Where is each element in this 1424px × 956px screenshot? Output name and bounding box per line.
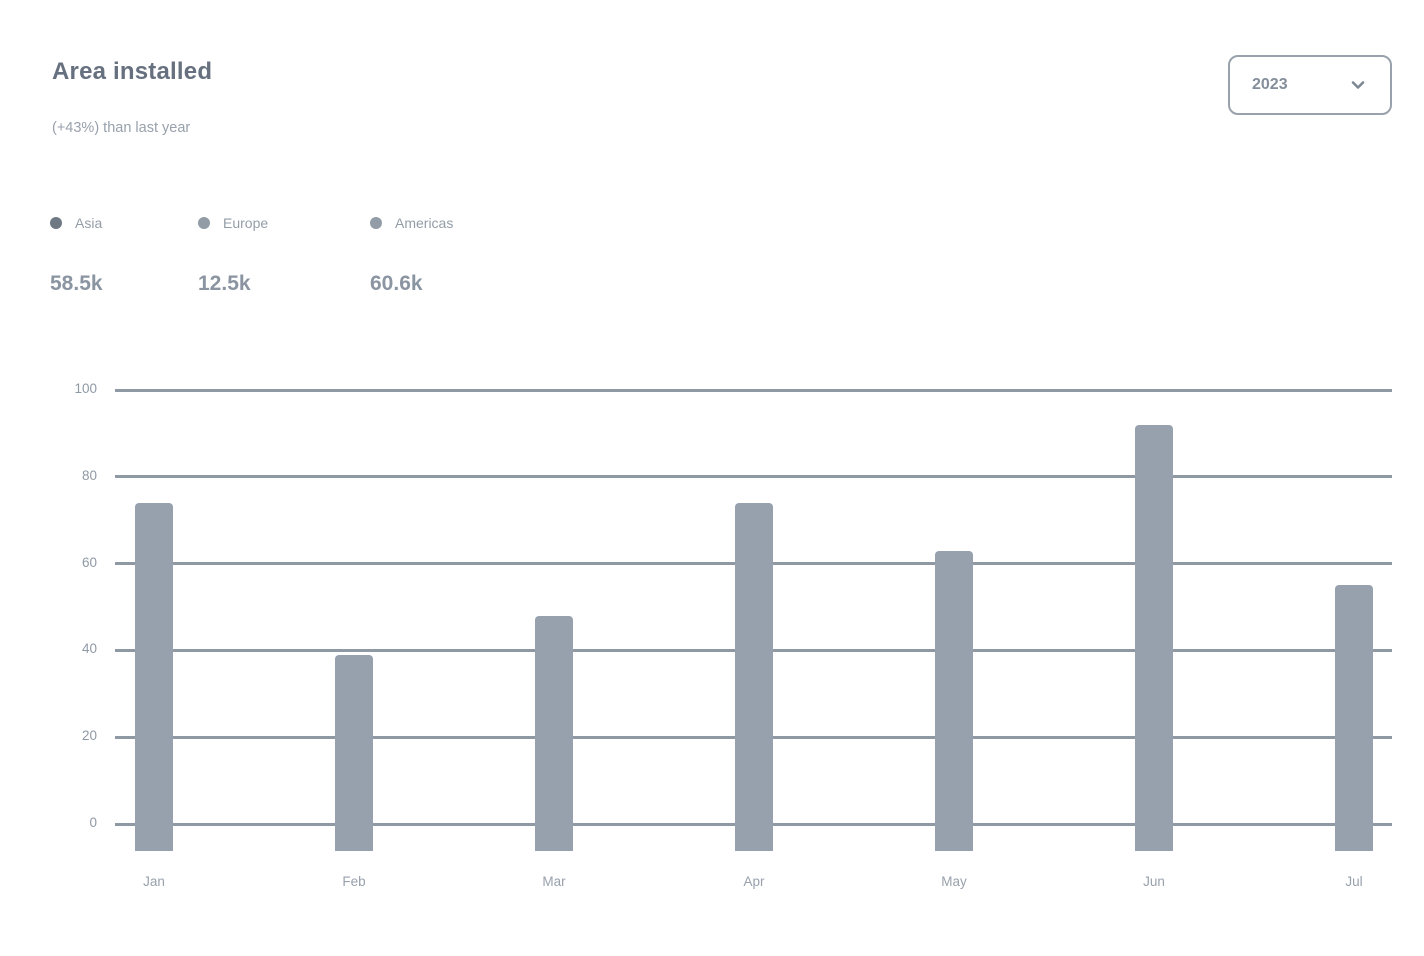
bar-jan[interactable]	[135, 502, 173, 851]
legend-item-americas[interactable]: Americas	[370, 215, 453, 231]
year-select-value: 2023	[1252, 76, 1288, 93]
x-axis-tick-label: Jul	[1345, 874, 1363, 889]
year-select-dropdown[interactable]: 2023	[1228, 55, 1392, 115]
gridline-y-80	[115, 475, 1392, 479]
bar-jun[interactable]	[1135, 424, 1173, 851]
bar-apr[interactable]	[735, 502, 773, 851]
y-axis-tick-label: 80	[81, 467, 97, 483]
legend-item-europe[interactable]: Europe	[198, 215, 268, 231]
y-axis-tick-label: 100	[74, 381, 97, 396]
chart-subtitle: (+43%) than last year	[52, 120, 191, 136]
legend-label: Asia	[75, 215, 103, 231]
legend-label: Americas	[395, 215, 454, 231]
x-axis-tick-label: Mar	[542, 874, 566, 889]
x-axis-tick-label: Jun	[1143, 874, 1165, 889]
legend-value: 60.6k	[370, 272, 423, 295]
legend-dot-icon	[50, 217, 62, 229]
bar-mar[interactable]	[535, 615, 573, 851]
legend-label: Europe	[223, 215, 269, 231]
bar-feb[interactable]	[335, 654, 373, 851]
bar-may[interactable]	[935, 550, 973, 851]
bar-jul[interactable]	[1335, 585, 1373, 851]
x-axis-tick-label: Jan	[143, 874, 165, 889]
y-axis-tick-label: 40	[81, 641, 97, 657]
legend-item-asia[interactable]: Asia	[50, 215, 102, 231]
legend-dot-icon	[198, 217, 210, 229]
page-title: Area installed	[52, 58, 213, 85]
y-axis-tick-label: 60	[81, 554, 97, 570]
y-axis-tick-label: 0	[89, 815, 97, 830]
x-axis-tick-label: Apr	[743, 874, 765, 889]
gridline-y-100	[115, 388, 1392, 392]
legend-value: 58.5k	[50, 272, 103, 295]
legend-value: 12.5k	[198, 272, 251, 295]
x-axis-tick-label: May	[941, 874, 967, 889]
x-axis-tick-label: Feb	[342, 874, 366, 889]
chevron-down-icon	[1348, 75, 1368, 95]
legend-dot-icon	[370, 217, 382, 229]
y-axis-tick-label: 20	[81, 728, 97, 744]
